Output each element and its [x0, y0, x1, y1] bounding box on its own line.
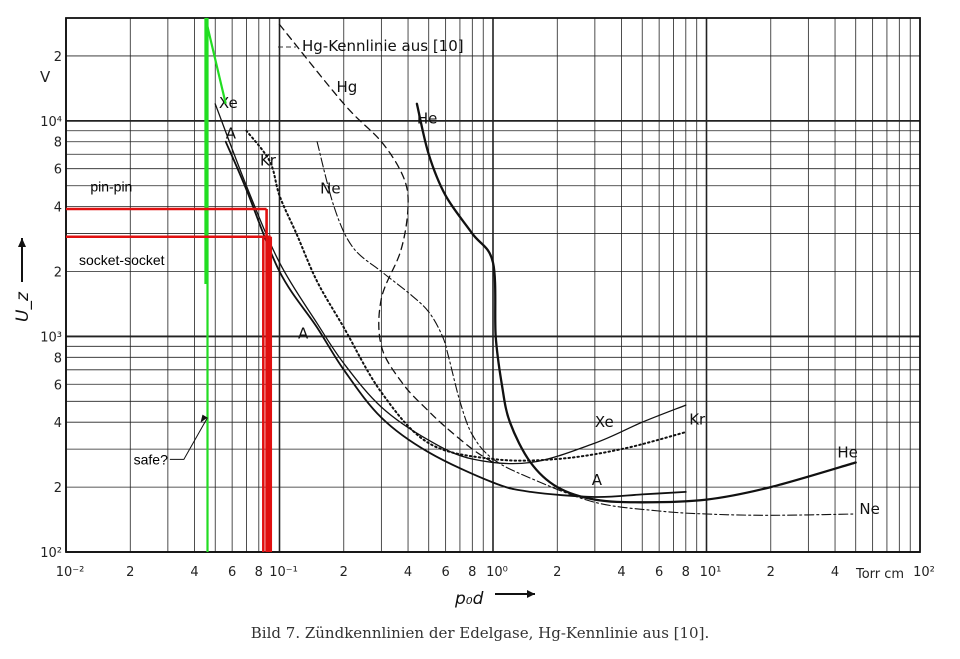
safe-label: safe? — [134, 451, 168, 467]
y-tick-label: 2 — [54, 481, 62, 496]
y-tick-labels: 10² 2 4 6 8 10³ 2 4 6 8 10⁴ 2 — [40, 50, 62, 561]
grid — [65, 17, 920, 553]
y-axis-label: U_z — [13, 291, 33, 322]
y-unit-label: V — [40, 68, 51, 86]
y-tick-label: 4 — [54, 416, 62, 431]
y-tick-label: 6 — [54, 163, 62, 178]
y-tick-label: 10³ — [40, 330, 62, 345]
curve-label-he: He — [837, 443, 858, 461]
x-tick-label: 10⁰ — [486, 565, 508, 580]
x-tick-labels: 10⁻² 2 4 6 8 10⁻¹ 2 4 6 8 10⁰ 2 4 6 8 10¹ 2 4 10² — [56, 565, 935, 580]
y-tick-label: 6 — [54, 378, 62, 393]
curve-label-a: A — [592, 471, 603, 489]
curve-ne — [316, 141, 857, 516]
red-label-1: socket-socket — [79, 252, 165, 268]
green-diagonal-line — [204, 17, 227, 105]
curves — [214, 23, 857, 516]
y-tick-label: 4 — [54, 201, 62, 216]
curve-label-ne: Ne — [320, 180, 340, 198]
figure-caption: Bild 7. Zündkennlinien der Edelgase, Hg-… — [250, 624, 710, 642]
curve-label-xe: Xe — [219, 94, 238, 112]
x-axis-label: p₀d — [454, 589, 484, 609]
curve-label-a: A — [226, 124, 237, 142]
x-tick-label: 8 — [468, 565, 476, 580]
curve-a — [224, 140, 687, 498]
x-tick-label: 6 — [655, 565, 663, 580]
curve-he — [415, 102, 857, 504]
y-axis-arrow-head — [18, 238, 26, 247]
x-tick-label: 2 — [126, 565, 134, 580]
curve-label-kr: Kr — [260, 152, 277, 170]
x-tick-label: 6 — [228, 565, 236, 580]
curve-kr — [245, 129, 687, 462]
x-tick-label: 2 — [767, 565, 775, 580]
curve-label-xe: Xe — [595, 413, 614, 431]
x-tick-label: 10⁻¹ — [269, 565, 298, 580]
overlay-annotations: pin-pin socket-socket safe? — [66, 17, 273, 552]
x-tick-label: 4 — [831, 565, 839, 580]
safe-pointer — [169, 417, 208, 460]
curve-label-he: He — [417, 110, 438, 128]
y-tick-label: 10⁴ — [40, 115, 62, 130]
x-tick-label: 2 — [340, 565, 348, 580]
x-axis-arrow-head — [527, 590, 535, 598]
curve-labels: Xe Xe A A A Kr Kr Ne Ne He He Hg — [219, 78, 880, 518]
curve-hg — [278, 23, 494, 464]
x-tick-label: 10² — [913, 565, 935, 580]
curve-label-ne: Ne — [859, 500, 879, 518]
x-unit-label: Torr cm — [855, 567, 904, 582]
x-tick-label: 10⁻² — [56, 565, 85, 580]
x-tick-label: 6 — [441, 565, 449, 580]
x-tick-label: 2 — [553, 565, 561, 580]
y-tick-label: 2 — [54, 50, 62, 65]
red-label-0: pin-pin — [90, 179, 132, 195]
x-tick-label: 4 — [404, 565, 412, 580]
safe-pointer-head — [200, 414, 208, 423]
y-tick-label: 8 — [54, 351, 62, 366]
axes — [65, 17, 921, 553]
hg-header-label: Hg-Kennlinie aus [10] — [302, 37, 464, 55]
curve-label-kr: Kr — [689, 411, 706, 429]
x-tick-label: 10¹ — [700, 565, 722, 580]
y-tick-label: 8 — [54, 136, 62, 151]
red-vertical-extra — [267, 236, 270, 552]
curve-label-a: A — [298, 324, 309, 342]
x-tick-label: 4 — [190, 565, 198, 580]
x-tick-label: 4 — [617, 565, 625, 580]
y-tick-label: 2 — [54, 266, 62, 281]
curve-label-hg: Hg — [337, 78, 358, 96]
y-tick-label: 10² — [40, 546, 62, 561]
x-tick-label: 8 — [255, 565, 263, 580]
x-tick-label: 8 — [682, 565, 690, 580]
plot-frame — [65, 17, 921, 553]
